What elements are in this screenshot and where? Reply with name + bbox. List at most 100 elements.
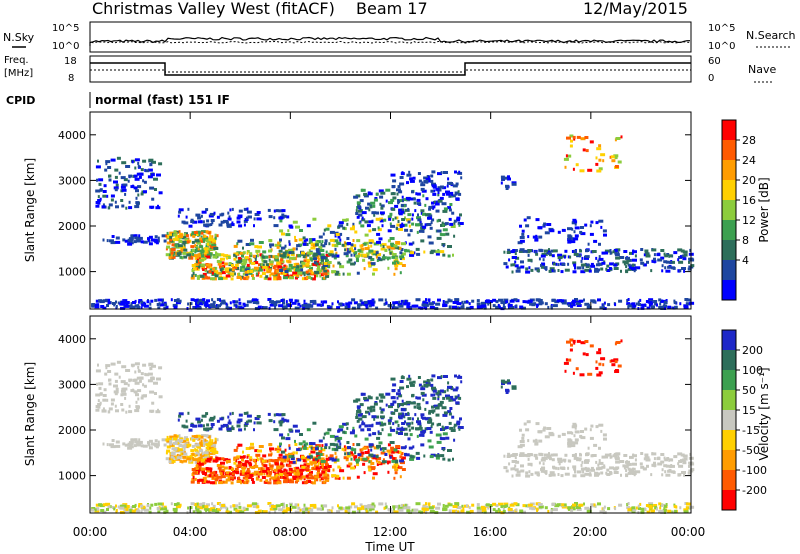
power-cell-356 <box>173 233 178 237</box>
velocity-cell-950 <box>380 451 386 455</box>
power-cell-430 <box>192 254 198 258</box>
velocity-cell-2338 <box>107 505 111 509</box>
power-cell-791 <box>305 262 310 266</box>
velocity-cell-319 <box>194 448 197 452</box>
velocity-cell-1713 <box>632 453 635 457</box>
velocity-cell-325 <box>166 435 169 439</box>
velocity-cell-44 <box>102 398 107 402</box>
velocity-cell-1580 <box>623 466 626 470</box>
power-cell-280 <box>195 245 199 249</box>
velocity-cell-1768 <box>538 461 541 465</box>
power-cell-17 <box>143 180 147 184</box>
velocity-cell-136 <box>122 442 126 446</box>
power-cell-1653 <box>623 250 628 253</box>
velocity-cell-2141 <box>468 506 471 510</box>
velocity-cell-1239 <box>430 425 433 429</box>
velocity-cell-1845 <box>557 434 561 438</box>
power-cell-996 <box>246 251 249 255</box>
velocity-cell-2392 <box>194 503 197 506</box>
velocity-cell-2239 <box>686 502 691 506</box>
power-cell-55 <box>116 156 121 160</box>
velocity-cell-1347 <box>398 403 404 406</box>
velocity-cell-2295 <box>632 508 637 512</box>
power-cell-1257 <box>453 221 456 225</box>
velocity-cell-1290 <box>424 407 427 411</box>
velocity-cell-694 <box>268 472 272 476</box>
velocity-cell-1734 <box>514 453 518 456</box>
power-cell-1840 <box>570 240 576 244</box>
power-cell-1032 <box>399 255 405 259</box>
velocity-cell-1934 <box>597 502 601 506</box>
power-cell-1154 <box>334 234 337 238</box>
velocity-cell-2201 <box>99 504 105 508</box>
power-cell-24 <box>121 183 124 187</box>
velocity-cell-1173 <box>375 421 381 425</box>
velocity-cell-1483 <box>195 417 201 421</box>
power-cell-2258 <box>584 302 590 306</box>
power-cell-2359 <box>206 299 210 303</box>
velocity-cell-1639 <box>540 469 544 473</box>
velocity-cell-2252 <box>199 506 204 510</box>
velocity-cell-1412 <box>431 386 436 390</box>
velocity-cell-764 <box>399 475 402 479</box>
velocity-cell-789 <box>236 446 239 450</box>
velocity-cell-2066 <box>583 502 585 506</box>
power-cell-140 <box>161 234 167 238</box>
velocity-cell-1854 <box>567 440 570 444</box>
velocity-cell-1769 <box>514 456 517 460</box>
power-cell-2213 <box>307 306 310 310</box>
power-cell-944 <box>315 262 319 266</box>
velocity-cell-2411 <box>457 510 460 514</box>
power-cell-1170 <box>299 243 302 247</box>
velocity-cell-682 <box>274 475 278 479</box>
power-cell-145 <box>133 240 137 244</box>
power-cell-156 <box>154 235 158 239</box>
velocity-cell-1073 <box>354 434 358 438</box>
velocity-cell-941 <box>279 458 285 462</box>
velocity-cell-1885 <box>614 360 618 364</box>
power-cell-879 <box>287 253 290 257</box>
power-cell-194 <box>181 235 187 239</box>
power-cell-349 <box>174 243 178 247</box>
power-cell-933 <box>274 243 280 247</box>
power-cell-1414 <box>426 179 431 183</box>
power-cell-1262 <box>419 220 422 224</box>
power-cell-159 <box>140 240 144 244</box>
velocity-cell-122 <box>148 446 153 450</box>
velocity-cell-1749 <box>679 473 682 477</box>
velocity-cell-2202 <box>683 510 689 514</box>
velocity-cell-1358 <box>458 427 461 431</box>
power-cell-2105 <box>320 304 323 307</box>
power-cell-1722 <box>677 269 681 273</box>
power-cell-142 <box>163 239 167 243</box>
power-cell-1352 <box>385 199 388 203</box>
velocity-cell-1506 <box>227 421 232 425</box>
power-cell-2078 <box>392 301 397 305</box>
velocity-cell-1095 <box>350 457 353 461</box>
power-cell-753 <box>247 271 253 275</box>
velocity-cell-726 <box>251 466 256 469</box>
velocity-cell-2309 <box>232 504 236 508</box>
power-cell-1502 <box>236 216 241 220</box>
velocity-cell-465 <box>232 476 236 480</box>
power-cell-1110 <box>328 242 331 246</box>
power-cell-1007 <box>252 254 256 258</box>
velocity-cell-1450 <box>391 389 396 392</box>
power-cell-2269 <box>190 298 195 302</box>
velocity-cell-1779 <box>567 466 570 470</box>
power-cell-68 <box>145 169 150 173</box>
power-cell-1364 <box>400 210 405 214</box>
velocity-cell-883 <box>387 470 390 474</box>
velocity-cell-1025 <box>279 433 284 437</box>
velocity-cell-1270 <box>360 392 366 396</box>
power-cell-1466 <box>267 208 271 212</box>
velocity-cell-877 <box>350 466 356 470</box>
velocity-cell-2214 <box>575 506 581 509</box>
velocity-cell-1616 <box>558 462 561 466</box>
power-cell-1219 <box>415 247 420 251</box>
power-cell-906 <box>268 239 273 243</box>
power-cell-801 <box>256 251 259 255</box>
power-cell-2193 <box>302 306 306 310</box>
velocity-cell-1335 <box>451 415 455 419</box>
velocity-cell-1936 <box>626 503 629 506</box>
